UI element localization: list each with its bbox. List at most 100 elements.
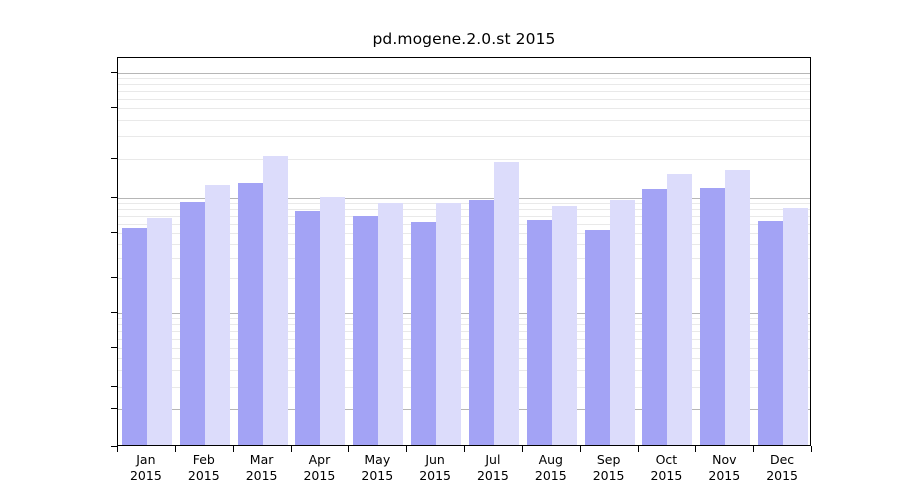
x-tick-month: Apr	[308, 452, 331, 467]
gridline	[118, 84, 810, 86]
x-tick-label-mar: Mar 2015	[227, 452, 297, 484]
bar-downloads-jun	[436, 203, 462, 445]
x-tick-label-jun: Jun 2015	[400, 452, 470, 484]
bar-distinct-ips-jul	[468, 199, 494, 445]
x-tick-label-aug: Aug 2015	[516, 452, 586, 484]
gridline	[118, 216, 810, 217]
x-tick-mark	[406, 446, 408, 452]
bar-distinct-ips-nov	[700, 187, 726, 445]
x-tick-month: Jun	[425, 452, 445, 467]
bar-downloads-jul	[493, 161, 519, 445]
gridline	[118, 233, 810, 234]
y-tick-mark	[111, 311, 117, 313]
y-tick-mark	[111, 231, 117, 233]
gridline	[118, 338, 810, 340]
gridline	[118, 159, 810, 160]
x-tick-month: May	[364, 452, 391, 467]
bar-downloads-feb	[204, 185, 230, 445]
x-tick-mark	[521, 446, 523, 452]
x-tick-label-sep: Sep 2015	[574, 452, 644, 484]
x-tick-mark	[753, 446, 755, 452]
gridline	[118, 324, 810, 326]
x-tick-label-may: May 2015	[342, 452, 412, 484]
gridline	[118, 91, 810, 92]
x-tick-year: 2015	[708, 468, 741, 483]
y-tick-mark	[111, 106, 117, 108]
x-tick-mark	[637, 446, 639, 452]
x-tick-year: 2015	[361, 468, 394, 483]
x-tick-year: 2015	[766, 468, 798, 483]
bar-distinct-ips-may	[353, 216, 379, 445]
x-tick-mark	[232, 446, 234, 452]
y-tick-mark	[111, 385, 117, 387]
bar-downloads-mar	[262, 156, 288, 445]
gridline	[118, 313, 810, 314]
x-tick-month: Oct	[655, 452, 678, 467]
y-tick-mark	[111, 71, 117, 73]
x-tick-month: Dec	[769, 452, 795, 467]
x-tick-month: Feb	[192, 452, 215, 467]
x-tick-year: 2015	[303, 468, 336, 483]
bar-downloads-apr	[320, 196, 346, 445]
gridline	[118, 73, 810, 74]
gridline	[118, 318, 810, 320]
x-tick-year: 2015	[476, 468, 509, 483]
x-tick-year: 2015	[245, 468, 278, 483]
x-tick-mark	[117, 446, 119, 452]
gridline	[118, 387, 810, 388]
bar-downloads-jan	[146, 218, 172, 445]
bar-downloads-sep	[609, 199, 635, 445]
gridline	[118, 331, 810, 332]
x-tick-label-jan: Jan 2015	[111, 452, 181, 484]
x-tick-year: 2015	[187, 468, 220, 483]
x-tick-year: 2015	[419, 468, 451, 483]
x-tick-year: 2015	[592, 468, 625, 483]
x-tick-label-oct: Oct 2015	[631, 452, 701, 484]
gridline	[118, 78, 810, 80]
chart-title: pd.mogene.2.0.st 2015	[372, 30, 556, 48]
bar-distinct-ips-jun	[411, 222, 437, 445]
x-tick-month: Mar	[249, 452, 274, 467]
x-tick-label-feb: Feb 2015	[169, 452, 239, 484]
x-tick-month: Sep	[596, 452, 621, 467]
x-tick-mark	[290, 446, 292, 452]
x-tick-mark	[695, 446, 697, 452]
gridline	[118, 409, 810, 410]
bar-distinct-ips-mar	[237, 183, 263, 445]
y-tick-mark	[111, 346, 117, 348]
bar-distinct-ips-dec	[758, 221, 784, 445]
x-tick-mark	[348, 446, 350, 452]
gridline	[118, 108, 810, 109]
x-tick-label-apr: Apr 2015	[284, 452, 354, 484]
x-tick-year: 2015	[129, 468, 162, 483]
bar-downloads-dec	[783, 208, 809, 445]
x-tick-mark	[811, 446, 813, 452]
gridline	[118, 357, 810, 359]
y-tick-mark	[111, 407, 117, 409]
bar-downloads-nov	[725, 169, 751, 445]
y-tick-mark	[111, 445, 117, 447]
bar-distinct-ips-feb	[179, 201, 205, 445]
bar-downloads-may	[378, 203, 404, 445]
y-tick-mark	[111, 276, 117, 278]
gridline	[118, 120, 810, 122]
bar-distinct-ips-apr	[295, 210, 321, 445]
bar-distinct-ips-sep	[584, 230, 610, 445]
plot-area: Nb of distinct IPs Nb of downloads	[117, 57, 811, 446]
gridline	[118, 244, 810, 245]
x-tick-label-nov: Nov 2015	[689, 452, 759, 484]
bar-downloads-aug	[551, 206, 577, 445]
gridline	[118, 98, 810, 100]
gridline	[118, 136, 810, 138]
gridline	[118, 209, 810, 211]
x-tick-month: Nov	[712, 452, 737, 467]
x-tick-label-jul: Jul 2015	[458, 452, 528, 484]
y-tick-mark	[111, 157, 117, 159]
x-tick-month: Aug	[538, 452, 563, 467]
x-tick-year: 2015	[534, 468, 567, 483]
x-tick-month: Jan	[136, 452, 156, 467]
x-tick-mark	[464, 446, 466, 452]
gridline	[118, 203, 810, 205]
x-tick-mark	[174, 446, 176, 452]
